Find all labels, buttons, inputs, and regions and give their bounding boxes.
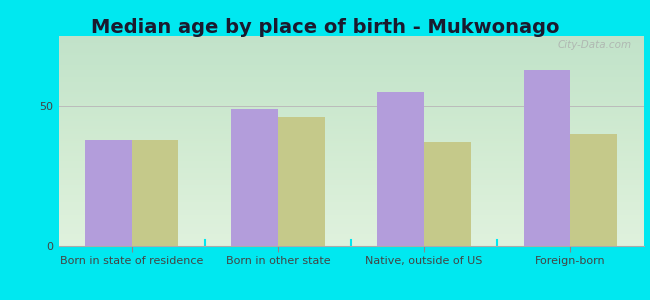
Text: Median age by place of birth - Mukwonago: Median age by place of birth - Mukwonago xyxy=(91,18,559,37)
Bar xyxy=(231,109,278,246)
Bar xyxy=(571,134,617,246)
Bar xyxy=(278,117,324,246)
Bar xyxy=(523,70,570,246)
Bar xyxy=(84,140,131,246)
Text: City-Data.com: City-Data.com xyxy=(558,40,632,50)
Bar xyxy=(424,142,471,246)
Bar xyxy=(377,92,424,246)
Bar xyxy=(131,140,178,246)
